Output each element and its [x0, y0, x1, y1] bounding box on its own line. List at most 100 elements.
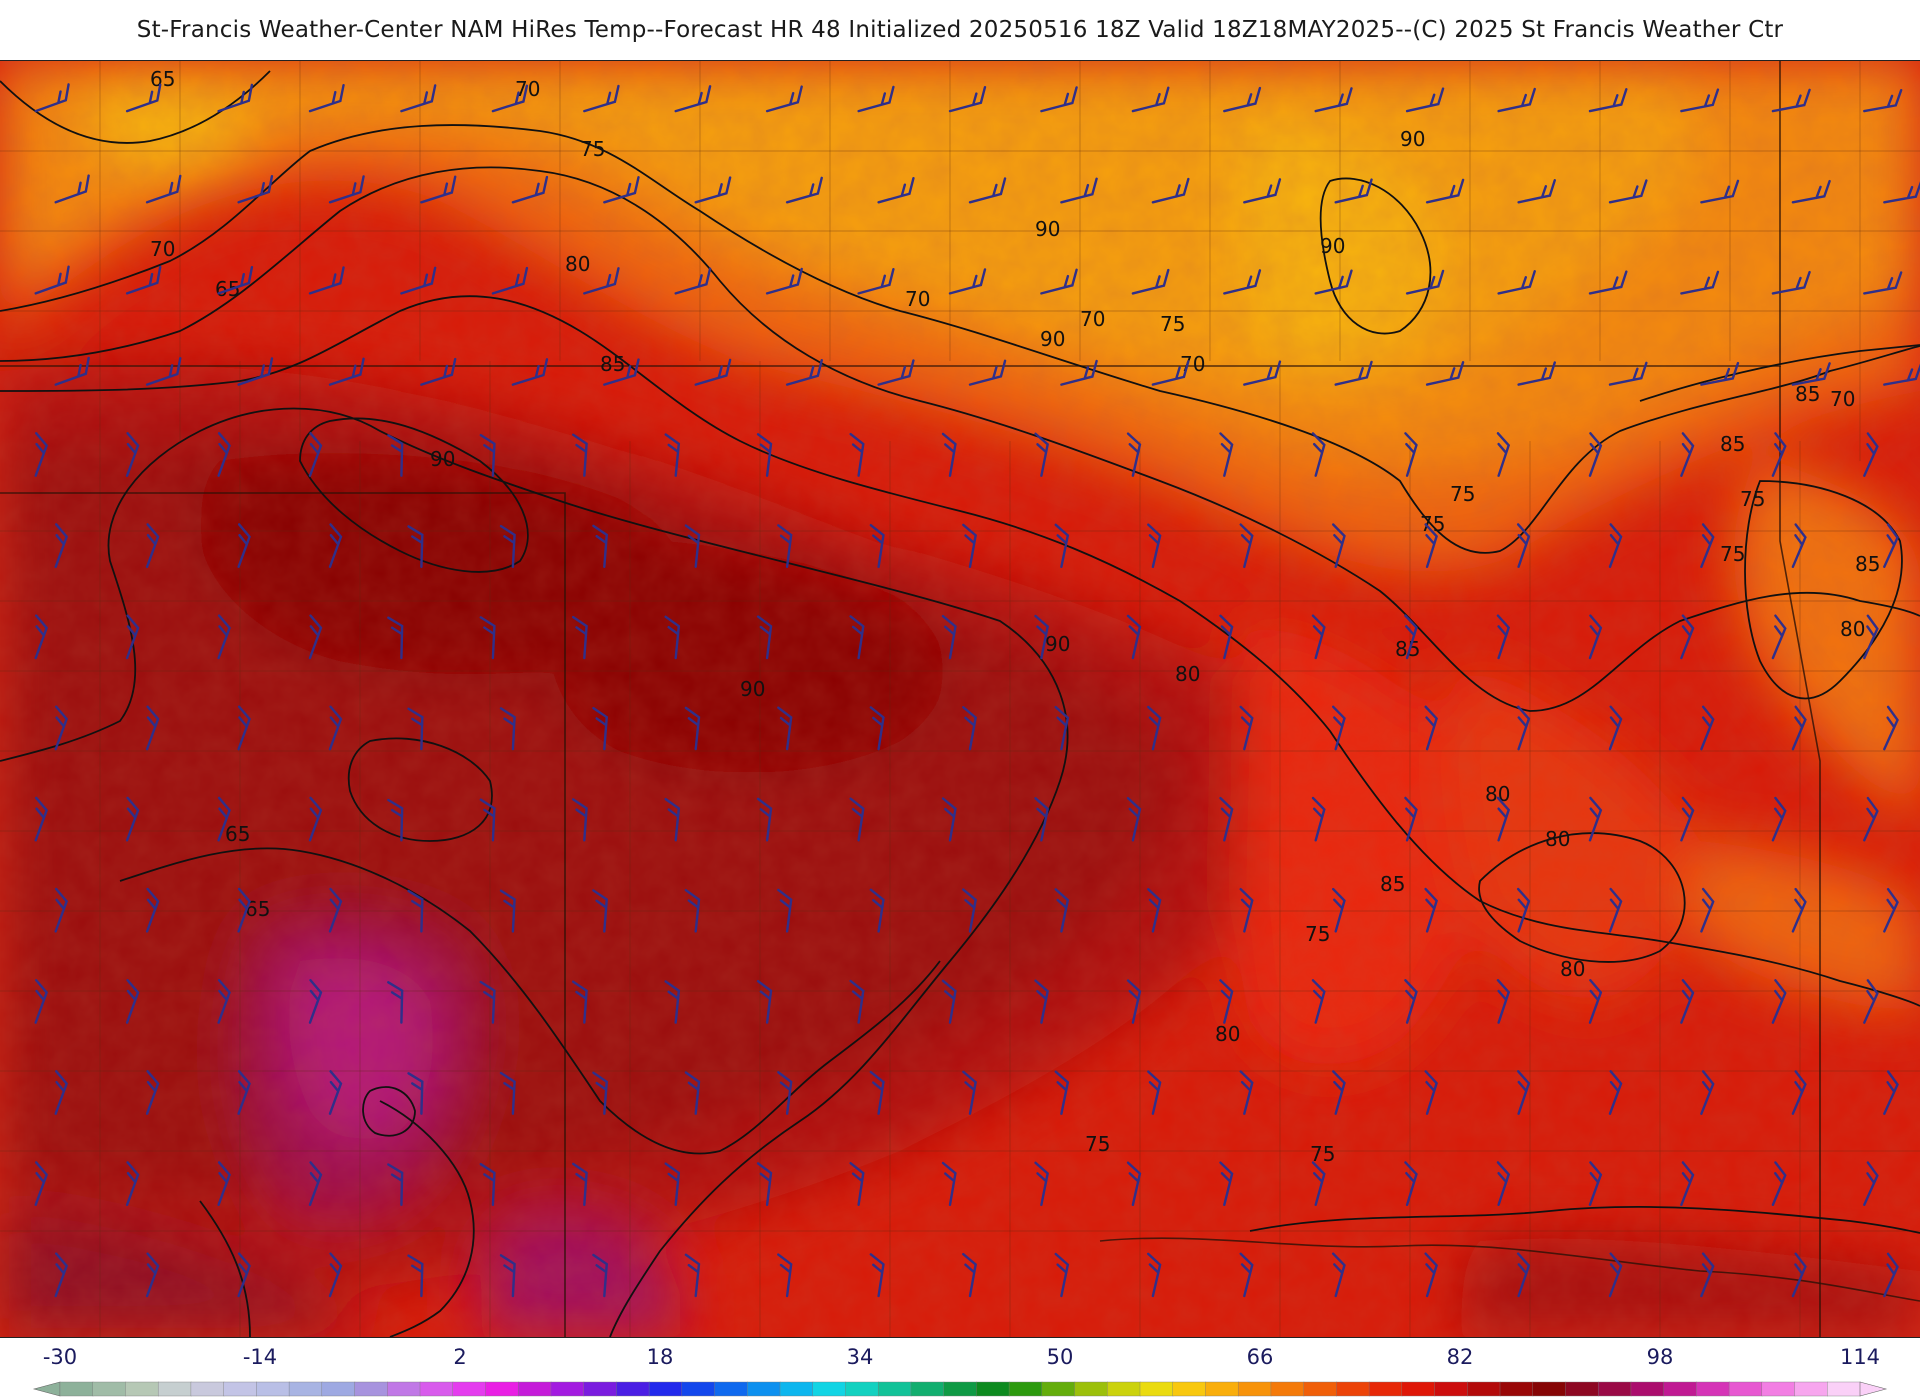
wind-barb: [1331, 523, 1346, 568]
wind-barb: [1791, 1252, 1807, 1298]
wind-barb: [217, 432, 231, 477]
wind-barb: [849, 1161, 865, 1207]
wind-barb: [1404, 614, 1418, 660]
colorbar-swatch: [1761, 1381, 1796, 1397]
colorbar-swatch: [1532, 1381, 1567, 1397]
wind-barb: [1497, 270, 1536, 295]
wind-barb: [1680, 614, 1695, 660]
wind-barb: [1239, 887, 1254, 933]
colorbar-swatch: [714, 1381, 748, 1397]
colorbar-swatch: [1597, 1381, 1632, 1397]
wind-barb: [592, 706, 609, 751]
wind-barb: [592, 889, 609, 933]
contour-label: 85: [1720, 432, 1745, 456]
wind-barb: [1496, 432, 1511, 477]
wind-barb: [328, 1070, 343, 1115]
wind-barb: [125, 614, 140, 660]
colorbar-tick-labels: -30 -14 2 18 34 50 66 82 98 114: [43, 1345, 1880, 1369]
wind-barb: [34, 432, 49, 477]
colorbar-swatch: [681, 1381, 716, 1397]
colorbar-swatch: [190, 1381, 225, 1397]
colorbar-swatch: [779, 1381, 814, 1397]
wind-barb: [684, 1071, 701, 1115]
colorbar-swatch: [910, 1381, 945, 1397]
contour-label: 85: [600, 352, 625, 376]
colorbar-swatch: [1237, 1381, 1272, 1397]
wind-barb: [1791, 887, 1807, 933]
contour-label: 90: [1045, 632, 1070, 656]
wind-barb: [603, 176, 640, 204]
wind-barb: [54, 523, 69, 568]
wind-barb: [1863, 432, 1879, 477]
contour-label: 75: [1720, 542, 1745, 566]
wind-barb: [511, 358, 549, 386]
wind-barb: [1151, 177, 1190, 204]
wind-barb: [869, 523, 885, 568]
wind-barb: [941, 432, 957, 477]
wind-barb: [499, 889, 516, 933]
wind-barb: [1131, 268, 1170, 295]
colorbar-swatch: [1107, 1381, 1141, 1397]
wind-barb: [1771, 614, 1787, 660]
wind-barb: [1219, 432, 1234, 477]
wind-barb: [1147, 1252, 1162, 1298]
wind-barb: [125, 979, 140, 1024]
wind-barb: [1054, 1252, 1070, 1298]
wind-barb: [479, 980, 496, 1024]
wind-barb: [1771, 88, 1811, 113]
contour-label: 80: [1175, 662, 1200, 686]
wind-barb: [1034, 614, 1049, 660]
colorbar-swatch: [1303, 1381, 1338, 1397]
wind-barb: [1404, 796, 1418, 842]
wind-barb: [217, 265, 254, 295]
wind-barb: [237, 887, 251, 933]
colorbar-swatch: [452, 1381, 487, 1397]
wind-barb: [1060, 359, 1098, 386]
wind-barb: [1791, 179, 1831, 204]
wind-barb: [571, 980, 588, 1024]
wind-barb: [1516, 1252, 1531, 1298]
colorbar-tick-label: 18: [647, 1345, 674, 1369]
wind-barb: [849, 979, 865, 1024]
wind-barb: [664, 797, 681, 842]
wind-barb: [308, 796, 323, 842]
wind-barb: [125, 265, 162, 295]
contour-label: 80: [565, 252, 590, 276]
wind-barb: [499, 707, 516, 751]
colorbar-swatch: [976, 1381, 1010, 1397]
wind-barb: [499, 524, 516, 568]
wind-barb: [54, 356, 90, 386]
wind-barb: [777, 706, 793, 751]
wind-barb: [1863, 796, 1879, 842]
wind-barb: [857, 268, 895, 295]
wind-barb: [968, 177, 1007, 204]
wind-barb: [1700, 523, 1715, 568]
wind-barb: [869, 706, 885, 751]
contour-label: 85: [1380, 872, 1405, 896]
contour-label: 75: [1085, 1132, 1110, 1156]
wind-barb: [1863, 1161, 1879, 1207]
contour-label: 80: [1545, 827, 1570, 851]
colorbar-swatch: [1630, 1381, 1665, 1397]
colorbar-tick-label: -30: [43, 1345, 77, 1369]
wind-barb: [1424, 1070, 1438, 1115]
contour-label: 65: [225, 822, 250, 846]
colorbar-swatch: [616, 1381, 650, 1397]
wind-barb: [777, 1071, 793, 1115]
colorbar-swatch: [485, 1381, 519, 1397]
contour-label: 80: [1840, 617, 1865, 641]
wind-barb: [1771, 796, 1787, 842]
wind-barb: [1424, 705, 1438, 751]
wind-barb: [1424, 523, 1438, 568]
wind-barb: [387, 1163, 404, 1207]
wind-barb: [237, 705, 251, 751]
wind-barb: [1791, 1070, 1807, 1115]
wind-barb: [571, 798, 588, 842]
wind-barb: [1223, 269, 1262, 295]
wind-barb: [1700, 179, 1740, 204]
wind-barb: [1588, 796, 1603, 842]
wind-barb: [1054, 888, 1070, 933]
colorbar-swatch: [877, 1381, 912, 1397]
wind-barb: [491, 84, 529, 113]
wind-barb: [857, 85, 895, 113]
